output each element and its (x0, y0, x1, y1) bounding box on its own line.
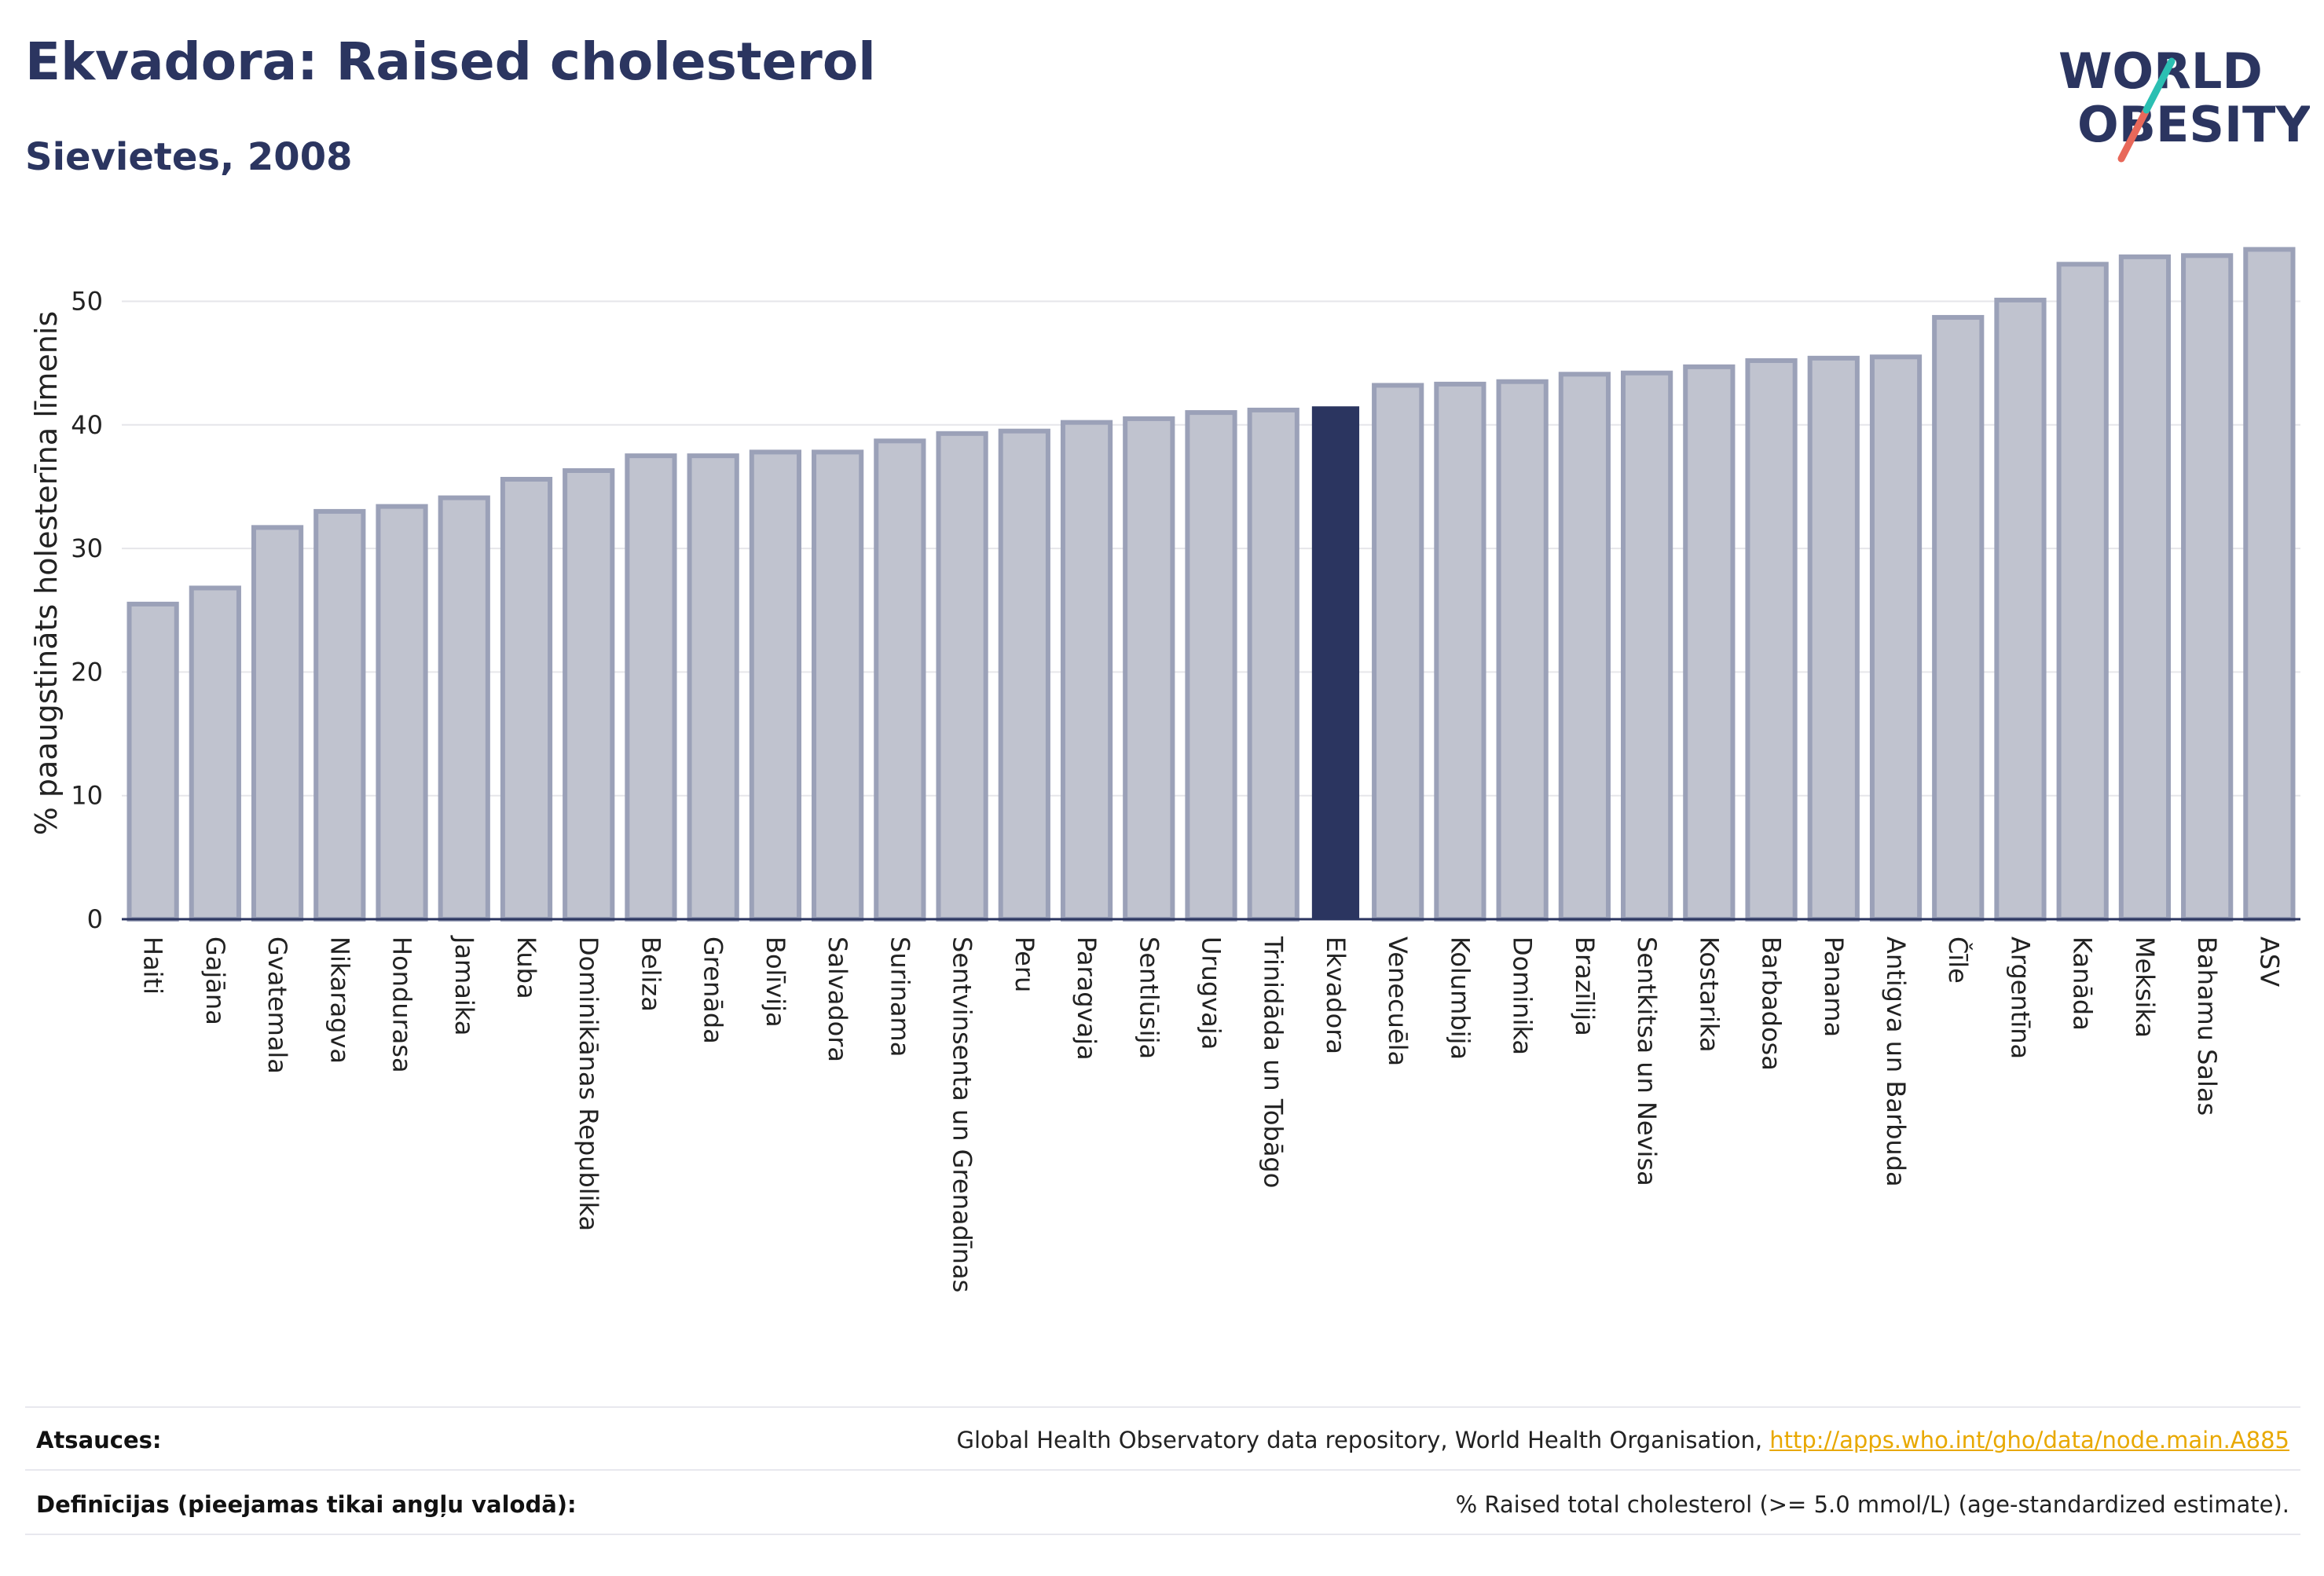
bar (189, 585, 241, 922)
sources-link[interactable]: http://apps.who.int/gho/data/node.main.A… (1769, 1427, 2289, 1453)
x-tick-label: Panama (1819, 936, 1849, 1037)
x-tick-label: Peru (1010, 936, 1039, 992)
x-tick-label: Beliza (636, 936, 665, 1012)
bar (1496, 379, 1549, 922)
x-tick-label: Čīle (1943, 936, 1974, 984)
logo-slash-coral (2117, 106, 2150, 163)
x-tick-label: Nikaragva (324, 936, 354, 1064)
x-tick-label: Antigva un Barbuda (1881, 936, 1911, 1187)
bar (251, 525, 304, 922)
x-tick-label: Sentkitsa un Nevisa (1632, 936, 1662, 1186)
x-tick-label: Meksika (2130, 936, 2160, 1038)
x-tick-label: Trinidāda un Tobāgo (1259, 936, 1288, 1188)
x-tick-label: Salvadora (823, 936, 852, 1062)
x-tick-label: Haiti (138, 936, 168, 995)
y-axis-label: % paaugstināts holesterīna līmenis (29, 311, 64, 835)
sources-label: Atsauces: (36, 1427, 162, 1453)
bar (1869, 354, 1923, 922)
bar (1932, 314, 1985, 922)
x-tick-label: Gajāna (200, 936, 230, 1025)
bar (313, 508, 366, 922)
bar (1060, 420, 1113, 922)
x-tick-label: Bahamu Salas (2192, 936, 2222, 1116)
bar (1247, 407, 1299, 922)
y-tick-label: 40 (71, 410, 103, 440)
x-tick-label: Brazīlija (1570, 936, 1600, 1036)
x-tick-label: Gvatemala (262, 936, 292, 1074)
y-tick-label: 10 (71, 781, 103, 811)
bar (687, 453, 739, 922)
logo-line2: OBESITY (2077, 96, 2310, 153)
bar (2056, 262, 2109, 922)
x-tick-label: Venecuēla (1383, 936, 1413, 1066)
bar (749, 449, 802, 922)
x-tick-label: Kolumbija (1445, 936, 1475, 1060)
bar (2243, 247, 2296, 922)
sources-value: Global Health Observatory data repositor… (957, 1427, 2289, 1453)
definitions-label: Definīcijas (pieejamas tikai angļu valod… (36, 1491, 577, 1518)
bar (812, 449, 864, 922)
chart-subtitle: Sievietes, 2008 (25, 135, 353, 179)
bar (1807, 355, 1860, 922)
bar (625, 453, 677, 922)
x-tick-label: Kuba (511, 936, 541, 999)
bar (2181, 253, 2234, 922)
bar (438, 495, 490, 922)
bar (376, 504, 428, 922)
bar (936, 431, 988, 922)
x-tick-label: Sentvinsenta un Grenadīnas (948, 936, 977, 1292)
x-tick-label: Barbadosa (1757, 936, 1787, 1071)
x-tick-label: Ekvadora (1321, 936, 1351, 1054)
bar (998, 428, 1050, 922)
x-tick-label: Grenāda (698, 936, 728, 1044)
bar (563, 468, 615, 922)
world-obesity-logo: WORLD OBESITY (2058, 42, 2310, 163)
logo-slash-teal (2143, 57, 2176, 114)
bar (1994, 297, 2047, 922)
x-tick-label: Urugvaja (1197, 936, 1226, 1050)
x-tick-label: Argentīna (2005, 936, 2035, 1059)
chart-title: Ekvadora: Raised cholesterol (25, 31, 876, 92)
bar (1372, 383, 1424, 922)
x-tick-label: Dominikānas Republika (574, 936, 603, 1231)
bar (1434, 381, 1486, 922)
y-tick-label: 30 (71, 533, 103, 563)
bar (1683, 364, 1736, 922)
x-tick-label: Bolīvija (761, 936, 790, 1028)
bar (1123, 416, 1175, 922)
definitions-value: % Raised total cholesterol (>= 5.0 mmol/… (1455, 1491, 2289, 1518)
x-tick-label: Hondurasa (387, 936, 417, 1073)
bar (126, 601, 179, 922)
footer-divider-top (25, 1406, 2300, 1408)
sources-text: Global Health Observatory data repositor… (956, 1427, 1770, 1453)
x-tick-label: Sentlūsija (1134, 936, 1164, 1059)
x-tick-label: Paragvaja (1072, 936, 1102, 1061)
x-tick-label: Dominika (1508, 936, 1538, 1055)
x-tick-label: ASV (2254, 936, 2284, 987)
bar (874, 438, 926, 922)
x-tick-label: Kanāda (2068, 936, 2098, 1031)
bar (500, 477, 553, 922)
y-tick-label: 0 (87, 904, 103, 934)
bar (1745, 358, 1798, 922)
footer-divider-bottom (25, 1534, 2300, 1535)
bar (1558, 372, 1611, 922)
x-tick-label: Jamaika (449, 935, 479, 1035)
bar (1185, 410, 1237, 922)
bar-chart: 0 10 20 30 40 50% paaugstināts holesterīna lī… (29, 247, 2300, 1292)
footer-divider-mid (25, 1469, 2300, 1471)
bar (1311, 406, 1360, 919)
y-tick-label: 20 (71, 657, 103, 687)
bar (2118, 254, 2172, 922)
x-tick-label: Surinama (885, 936, 915, 1057)
bar (1620, 370, 1673, 922)
x-tick-label: Kostarika (1694, 936, 1724, 1052)
y-tick-label: 50 (71, 287, 103, 317)
